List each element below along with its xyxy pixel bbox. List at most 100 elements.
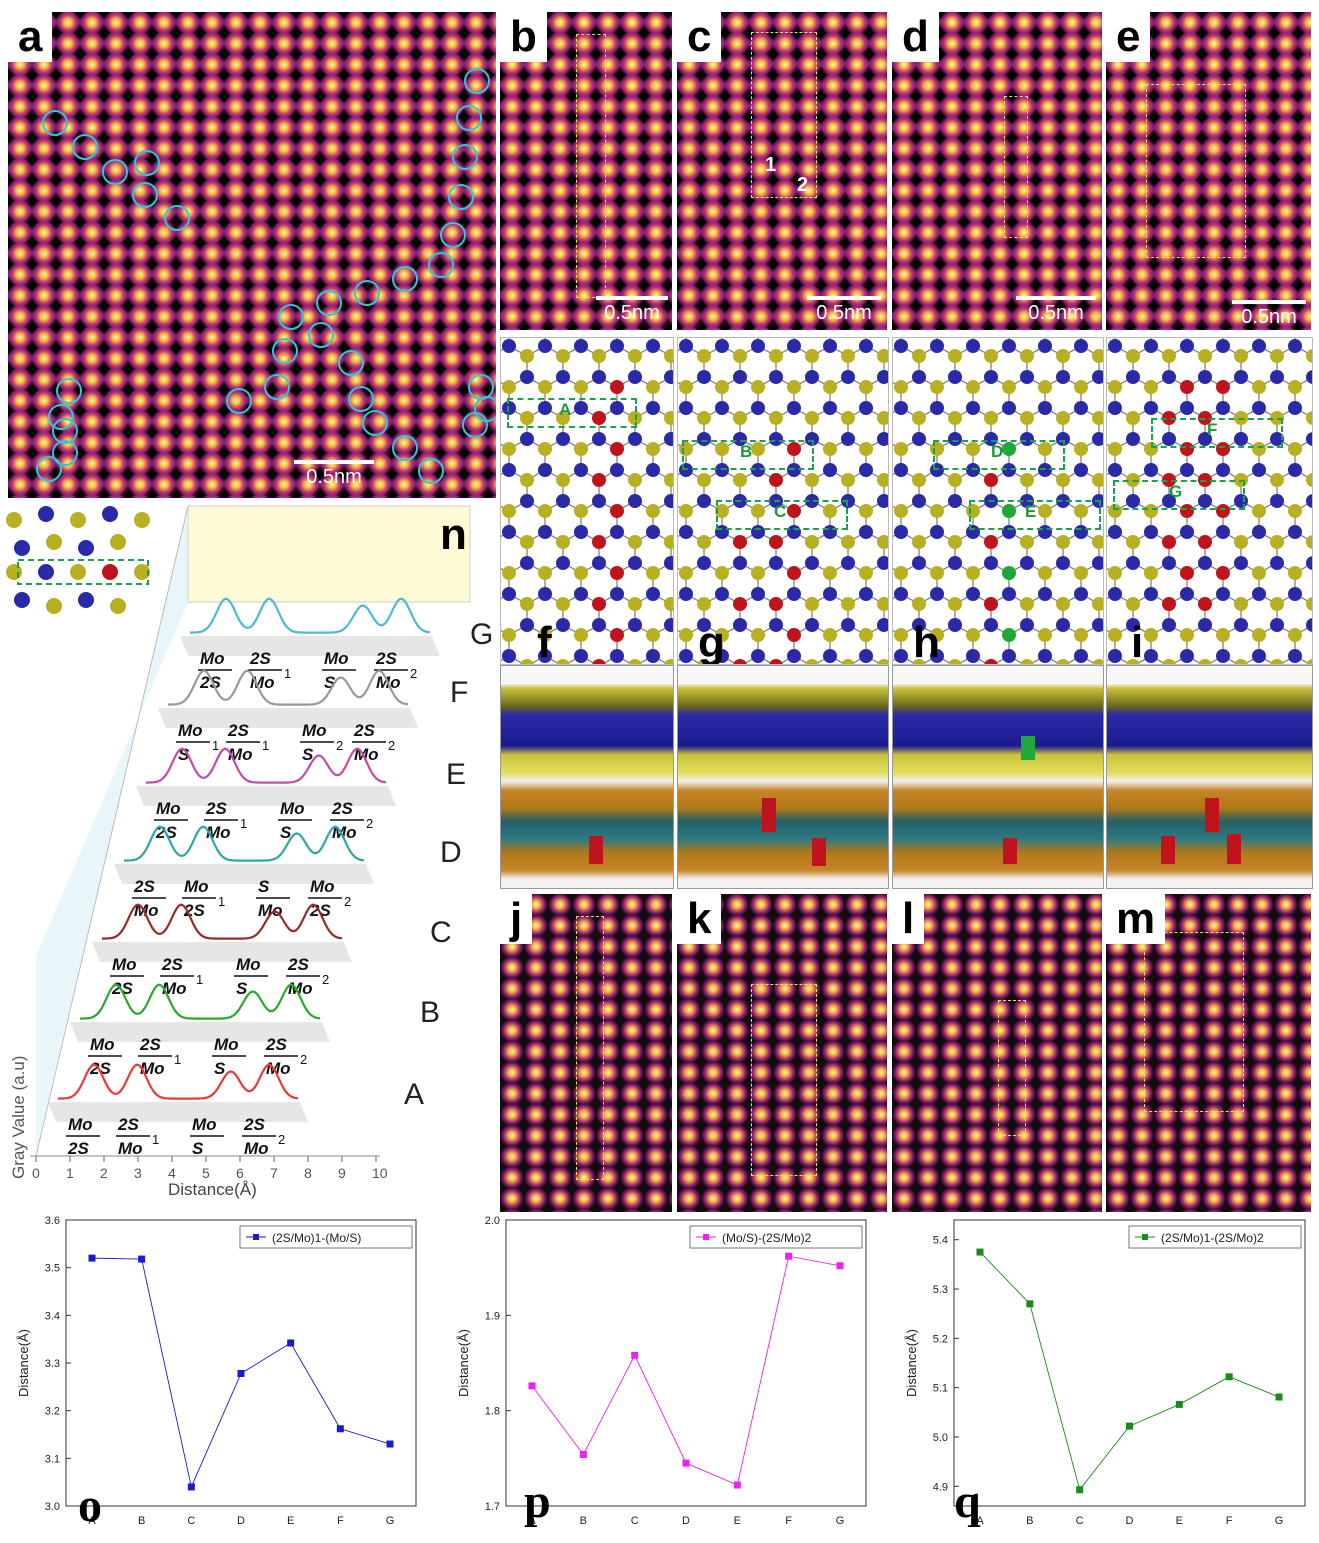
s-atom: [697, 349, 711, 363]
s-atom: [502, 442, 516, 456]
mo-atom: [646, 649, 660, 663]
s-atom: [787, 380, 801, 394]
y-tick-label: 4.9: [933, 1481, 948, 1493]
highlight-box-C: [716, 500, 848, 530]
s-atom: [823, 442, 837, 456]
x-tick-label: G: [386, 1515, 395, 1527]
s-atom: [1056, 659, 1070, 664]
highlight-box-F: [1151, 418, 1283, 448]
s-atom: [538, 628, 552, 642]
s-atom: [1002, 566, 1016, 580]
plot-frame: [953, 1219, 1306, 1507]
s-atom: [679, 504, 693, 518]
depth-axis: [35, 505, 189, 1157]
mo-atom: [1234, 556, 1248, 570]
defect-column-green: [1021, 736, 1035, 760]
mo-atom: [1216, 463, 1230, 477]
mo-atom: [664, 494, 673, 508]
inset-atom: [38, 506, 54, 522]
mo-atom: [1270, 432, 1284, 446]
mo-atom: [823, 339, 837, 353]
svg-text:Mo: Mo: [184, 877, 209, 896]
s-atom: [1038, 442, 1052, 456]
atom-number-1: 1: [765, 154, 777, 176]
mo-atom: [1180, 339, 1194, 353]
mo-atom: [1288, 339, 1302, 353]
s-atom: [1288, 442, 1302, 456]
mo-atom: [592, 370, 606, 384]
s-atom: [697, 473, 711, 487]
data-point: [682, 1459, 690, 1467]
mo-atom: [1288, 401, 1302, 415]
panel-label-i: i: [1131, 618, 1144, 665]
s-atom: [538, 380, 552, 394]
defect-ring: [226, 388, 252, 414]
svg-text:S: S: [214, 1059, 226, 1078]
box-label-D: D: [991, 442, 1004, 461]
box-label-G: G: [1169, 482, 1183, 501]
s-atom: [733, 473, 747, 487]
profile-curve: [145, 747, 387, 784]
defect-ring: [264, 374, 290, 400]
defect-box: [751, 984, 817, 1176]
mo-atom: [1180, 525, 1194, 539]
svg-text:Mo: Mo: [258, 901, 283, 920]
fraction-label: Mo S 2: [300, 721, 343, 764]
s-atom: [697, 597, 711, 611]
mo-atom: [912, 494, 926, 508]
mo-atom: [787, 339, 801, 353]
fraction-label: S Mo: [256, 877, 290, 920]
s-atom: [1180, 442, 1194, 456]
chart-p: 1.7 1.8 1.9 2.0 A B C D E F G Distance(Å) (Mo/S)-(2S…: [440, 1212, 880, 1543]
s-atom: [1144, 566, 1158, 580]
mo-atom: [1270, 556, 1284, 570]
svg-text:2: 2: [322, 972, 329, 987]
svg-text:Mo: Mo: [214, 1035, 239, 1054]
mo-atom: [1288, 525, 1302, 539]
mo-atom: [1038, 649, 1052, 663]
mo-atom: [679, 401, 693, 415]
mo-atom: [679, 649, 693, 663]
mo-atom: [1198, 494, 1212, 508]
svg-text:1: 1: [212, 738, 219, 753]
panel-label-b: b: [500, 12, 547, 62]
profile-ylabel: Gray Value (a.u): [9, 1055, 28, 1179]
s-atom: [574, 628, 588, 642]
stem-image-c: c 1 2 0.5nm: [677, 12, 887, 330]
s-atom: [1020, 411, 1034, 425]
s-atom: [984, 597, 998, 611]
s-atom: [1270, 659, 1284, 664]
mo-atom: [610, 463, 624, 477]
s-atom: [556, 349, 570, 363]
svg-text:1: 1: [218, 894, 225, 909]
svg-text:S: S: [192, 1139, 204, 1158]
x-tick-label: E: [1176, 1515, 1183, 1527]
s-atom: [1180, 380, 1194, 394]
mo-atom: [538, 525, 552, 539]
s-atom: [841, 349, 855, 363]
mo-atom: [502, 649, 516, 663]
lattice-h: [893, 338, 1103, 664]
svg-text:1: 1: [174, 1052, 181, 1067]
defect-box: [576, 916, 604, 1180]
y-tick-label: 3.1: [45, 1453, 60, 1465]
mo-atom: [1252, 339, 1266, 353]
inset-atom: [14, 592, 30, 608]
defect-box: [1146, 84, 1246, 258]
s-atom: [948, 659, 962, 664]
mo-atom: [610, 525, 624, 539]
s-atom: [877, 535, 888, 549]
s-atom: [1306, 535, 1312, 549]
panel-label-f: f: [537, 618, 552, 665]
svg-text:2S: 2S: [139, 1035, 161, 1054]
s-atom: [715, 442, 729, 456]
s-atom: [1252, 504, 1266, 518]
x-tick-label: F: [337, 1515, 344, 1527]
y-tick-label: 3.2: [45, 1406, 60, 1418]
mo-atom: [646, 339, 660, 353]
s-atom: [1056, 411, 1070, 425]
legend-marker: [1142, 1234, 1148, 1240]
defect-ring: [462, 412, 488, 438]
s-atom: [1180, 504, 1194, 518]
